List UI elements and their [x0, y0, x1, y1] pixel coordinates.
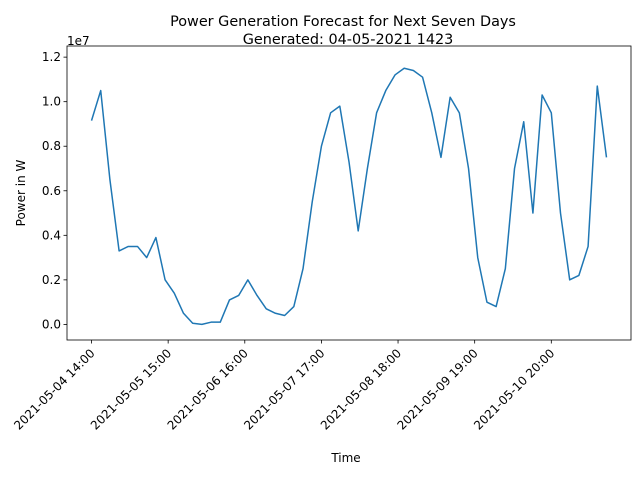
x-tick-label: 2021-05-05 15:00	[88, 346, 174, 432]
x-tick-label: 2021-05-10 20:00	[471, 346, 557, 432]
x-tick-label: 2021-05-06 16:00	[165, 346, 251, 432]
x-tick-label: 2021-05-09 19:00	[394, 346, 480, 432]
y-axis-label: Power in W	[14, 160, 28, 227]
y-offset-label: 1e7	[67, 34, 90, 48]
y-tick-label: 1.2	[42, 50, 61, 64]
y-tick-label: 0.4	[42, 228, 61, 242]
x-tick-label: 2021-05-07 17:00	[241, 346, 327, 432]
chart-subtitle: Generated: 04-05-2021 1423	[243, 32, 454, 48]
plot-frame	[66, 45, 632, 341]
y-tick-label: 0.0	[42, 317, 61, 331]
x-tick-label: 2021-05-08 18:00	[318, 346, 404, 432]
y-tick-label: 0.2	[42, 273, 61, 287]
y-tick-label: 1.0	[42, 95, 61, 109]
x-tick-label: 2021-05-04 14:00	[11, 346, 97, 432]
data-line	[90, 67, 608, 326]
y-tick-label: 0.6	[42, 184, 61, 198]
x-axis-label: Time	[330, 451, 360, 465]
y-tick-label: 0.8	[42, 139, 61, 153]
chart-title: Power Generation Forecast for Next Seven…	[170, 14, 516, 30]
